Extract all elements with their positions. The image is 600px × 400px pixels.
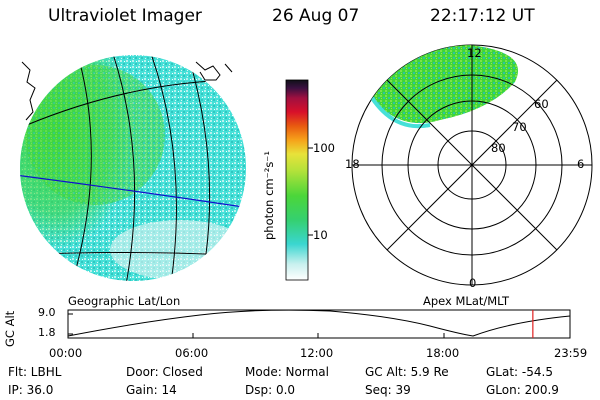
geographic-image	[20, 55, 246, 281]
altitude-ytick-min: 1.8	[38, 326, 56, 339]
mlt-0-label: 0	[469, 276, 477, 290]
glat-value: GLat: -54.5	[486, 365, 553, 379]
mlt-18-label: 18	[345, 157, 360, 171]
ip-value: IP: 36.0	[8, 383, 54, 397]
colorbar-unit-label: photon cm⁻²s⁻¹	[262, 151, 276, 240]
gc-alt-value: GC Alt: 5.9 Re	[365, 365, 449, 379]
dsp-value: Dsp: 0.0	[245, 383, 296, 397]
altitude-plot	[67, 309, 571, 339]
seq-value: Seq: 39	[365, 383, 411, 397]
polar-panel-label: Apex MLat/MLT	[423, 294, 510, 308]
xtick-2359: 23:59	[554, 346, 588, 360]
altitude-ytick-max: 9.0	[38, 306, 56, 319]
time: 22:17:12 UT	[430, 6, 535, 26]
mlt-6-label: 6	[577, 157, 585, 171]
xtick-0000: 00:00	[49, 346, 83, 360]
colorbar	[285, 79, 313, 281]
xtick-1200: 12:00	[300, 346, 334, 360]
date: 26 Aug 07	[272, 6, 360, 26]
gain-value: Gain: 14	[126, 383, 177, 397]
filter-value: Flt: LBHL	[8, 365, 62, 379]
polar-plot	[351, 44, 593, 286]
mlat-60-label: 60	[534, 97, 549, 111]
mlat-80-label: 80	[491, 141, 506, 155]
xtick-1800: 18:00	[426, 346, 460, 360]
mode-value: Mode: Normal	[245, 365, 329, 379]
door-value: Door: Closed	[126, 365, 203, 379]
altitude-ylabel: GC Alt	[3, 310, 17, 347]
geo-panel-label: Geographic Lat/Lon	[68, 294, 181, 308]
title: Ultraviolet Imager	[48, 6, 202, 26]
glon-value: GLon: 200.9	[486, 383, 559, 397]
mlt-12-label: 12	[467, 46, 482, 60]
colorbar-tick-10: 10	[313, 228, 328, 242]
xtick-0600: 06:00	[175, 346, 209, 360]
mlat-70-label: 70	[512, 120, 527, 134]
colorbar-tick-100: 100	[313, 141, 335, 155]
